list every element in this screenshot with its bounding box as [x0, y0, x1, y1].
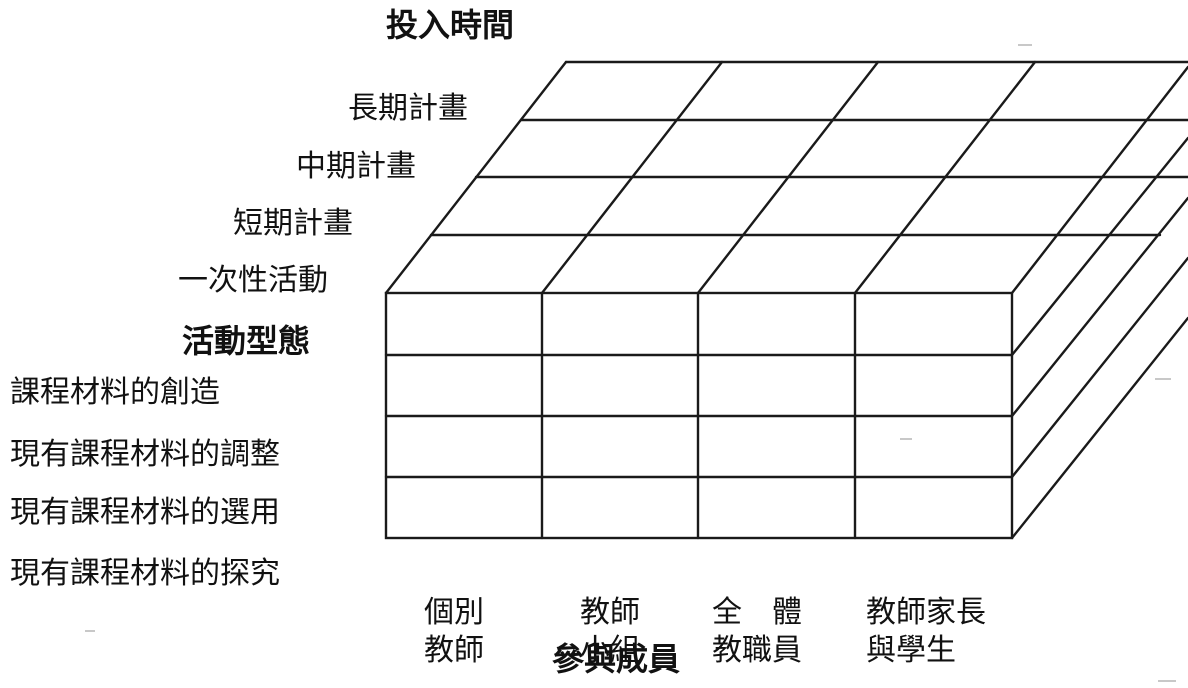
time-level-long: 長期計畫	[348, 91, 468, 126]
side-line-2	[1010, 196, 1188, 418]
side-line-1	[1010, 136, 1188, 357]
side-line-3	[1010, 256, 1188, 479]
scan-speck	[1155, 378, 1171, 380]
member-col-all-staff-line1: 全 體	[712, 595, 802, 630]
top-right-edge	[1010, 65, 1188, 295]
scan-speck	[1158, 680, 1176, 682]
member-col-individual-line2: 教師	[424, 633, 484, 668]
time-level-short: 短期計畫	[233, 206, 353, 241]
member-axis-title: 參與成員	[552, 640, 681, 678]
time-level-medium: 中期計畫	[296, 149, 416, 184]
time-axis-title: 投入時間	[386, 6, 515, 44]
scan-speck	[900, 438, 912, 440]
scan-speck	[85, 630, 95, 632]
activity-row-create: 課程材料的創造	[10, 375, 220, 410]
member-col-teachers-parents-students-line1: 教師家長	[866, 595, 986, 630]
member-col-team-line1: 教師	[580, 595, 640, 630]
member-col-teachers-parents-students: 教師家長 與學生	[866, 594, 986, 670]
activity-row-explore: 現有課程材料的探究	[10, 556, 280, 591]
activity-row-adapt: 現有課程材料的調整	[10, 437, 280, 472]
member-col-individual: 個別 教師	[424, 594, 484, 670]
member-col-individual-line1: 個別	[424, 595, 484, 630]
activity-row-select: 現有課程材料的選用	[10, 495, 280, 530]
side-bottom-edge	[1010, 316, 1188, 540]
member-col-all-staff: 全 體 教職員	[712, 594, 802, 670]
time-level-one-off: 一次性活動	[178, 263, 328, 298]
member-col-teachers-parents-students-line2: 與學生	[866, 633, 956, 668]
member-col-team-line2: 小組	[580, 633, 640, 668]
activity-axis-title: 活動型態	[182, 322, 311, 360]
scan-speck	[1018, 44, 1032, 46]
member-col-team: 教師 小組	[580, 594, 640, 670]
member-col-all-staff-line2: 教職員	[712, 633, 802, 668]
